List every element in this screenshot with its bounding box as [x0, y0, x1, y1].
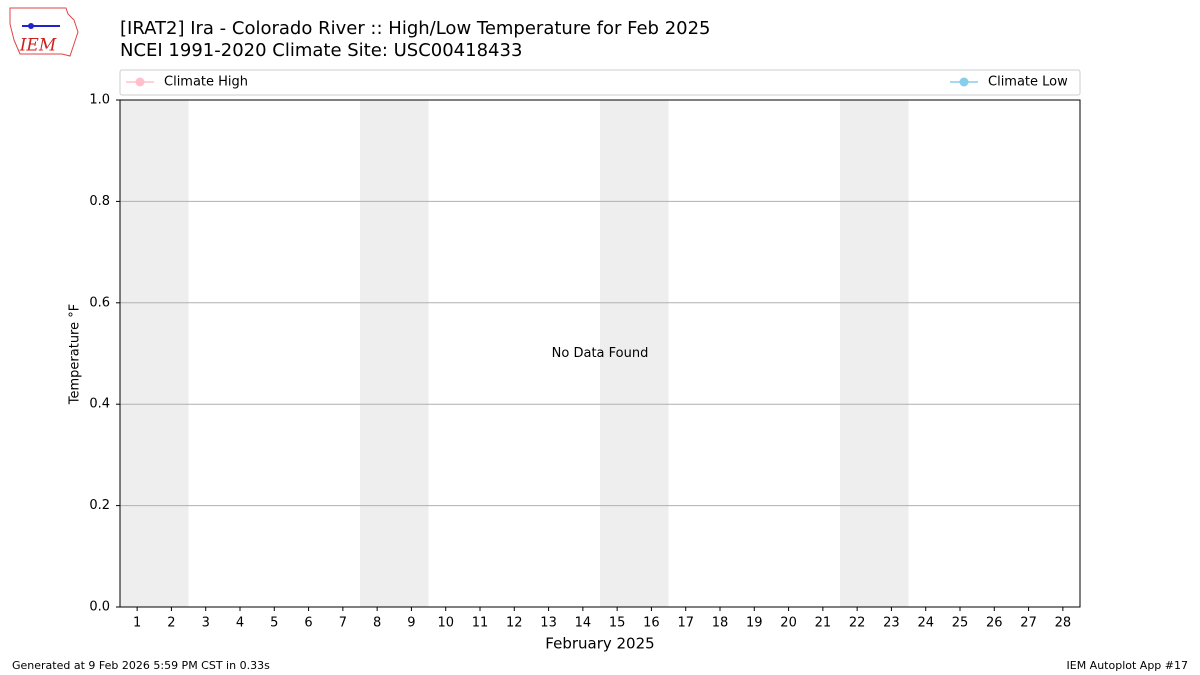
legend-marker — [959, 77, 969, 87]
footer-left: Generated at 9 Feb 2026 5:59 PM CST in 0… — [12, 659, 270, 672]
x-tick-label: 28 — [1055, 616, 1072, 631]
x-tick-label: 7 — [339, 616, 347, 631]
x-tick-label: 19 — [746, 616, 763, 631]
legend-label: Climate Low — [988, 75, 1068, 90]
x-tick-label: 13 — [540, 616, 557, 631]
x-tick-label: 21 — [815, 616, 832, 631]
y-tick-label: 0.2 — [89, 498, 110, 513]
y-axis-label: Temperature °F — [68, 304, 83, 405]
x-axis-label: February 2025 — [545, 635, 654, 653]
chart-title: [IRAT2] Ira - Colorado River :: High/Low… — [120, 18, 711, 39]
x-tick-label: 25 — [952, 616, 969, 631]
x-tick-label: 15 — [609, 616, 626, 631]
logo-dot — [28, 23, 34, 29]
y-tick-label: 0.8 — [89, 194, 110, 209]
y-tick-label: 1.0 — [89, 93, 110, 108]
x-tick-label: 27 — [1020, 616, 1037, 631]
x-tick-label: 20 — [780, 616, 797, 631]
x-tick-label: 6 — [304, 616, 312, 631]
x-tick-label: 26 — [986, 616, 1003, 631]
x-tick-label: 5 — [270, 616, 278, 631]
logo-outline — [9, 7, 79, 57]
x-tick-label: 24 — [917, 616, 934, 631]
x-tick-label: 2 — [167, 616, 175, 631]
logo-text: IEM — [19, 36, 57, 56]
weekend-shade — [120, 100, 189, 607]
x-tick-label: 12 — [506, 616, 523, 631]
weekend-shade — [360, 100, 429, 607]
x-tick-label: 3 — [202, 616, 210, 631]
chart-subtitle: NCEI 1991-2020 Climate Site: USC00418433 — [120, 40, 522, 61]
x-tick-label: 18 — [712, 616, 729, 631]
x-tick-label: 9 — [407, 616, 415, 631]
x-tick-label: 14 — [575, 616, 592, 631]
x-tick-label: 11 — [472, 616, 489, 631]
annotation: No Data Found — [552, 346, 649, 361]
legend-label: Climate High — [164, 75, 248, 90]
y-tick-label: 0.0 — [89, 600, 110, 615]
x-tick-label: 22 — [849, 616, 866, 631]
x-tick-label: 8 — [373, 616, 381, 631]
footer-right: IEM Autoplot App #17 — [1067, 659, 1189, 672]
legend-marker — [135, 77, 145, 87]
x-tick-label: 17 — [677, 616, 694, 631]
y-tick-label: 0.6 — [89, 295, 110, 310]
y-tick-label: 0.4 — [89, 397, 110, 412]
weekend-shade — [600, 100, 669, 607]
x-tick-label: 10 — [437, 616, 454, 631]
x-tick-label: 16 — [643, 616, 660, 631]
x-tick-label: 23 — [883, 616, 900, 631]
weekend-shade — [840, 100, 909, 607]
x-tick-label: 1 — [133, 616, 141, 631]
legend-box — [119, 69, 1081, 96]
x-tick-label: 4 — [236, 616, 244, 631]
logo: IEM — [9, 7, 79, 57]
plot-frame — [119, 99, 1081, 608]
